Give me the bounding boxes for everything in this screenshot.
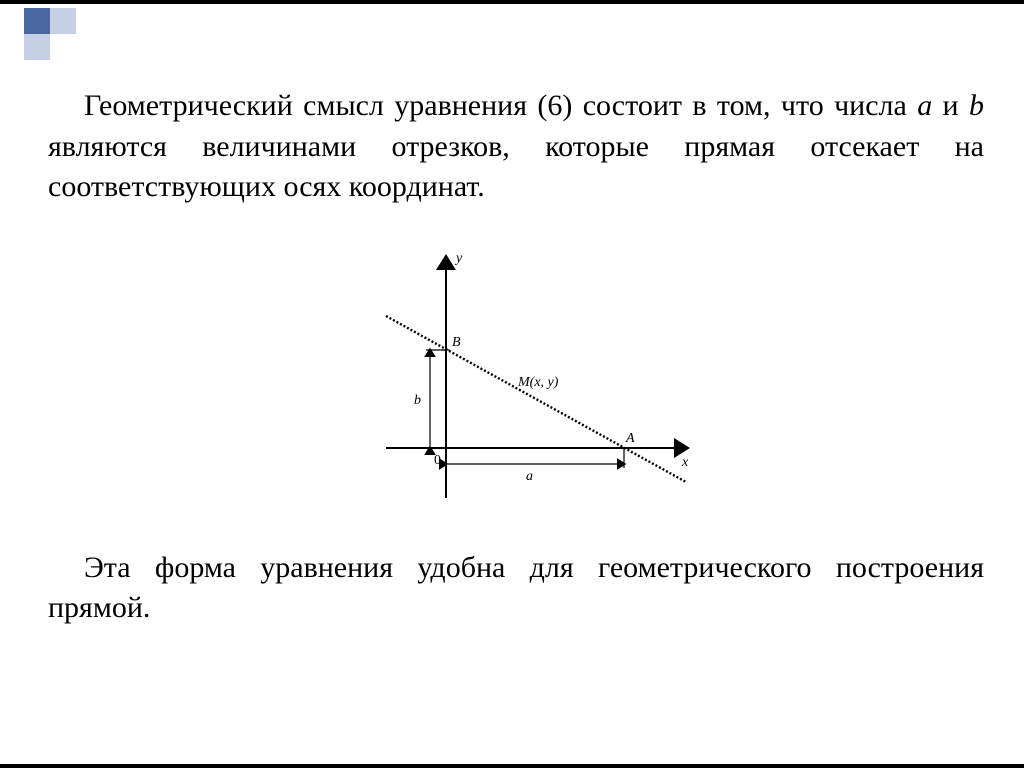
paragraph-1: Геометрический смысл уравнения (6) состо… [48,86,984,208]
label-a: a [526,469,533,484]
label-b: b [414,393,421,408]
top-rule [0,0,1024,4]
intercept-diagram: y x 0 b a B A M(x, y) [326,238,706,518]
label-M: M(x, y) [517,375,559,390]
var-b: b [969,89,984,122]
p2-text: Эта форма уравнения удобна для геометрич… [48,551,984,625]
decor-square-dark [24,8,50,34]
bottom-rule [0,764,1024,768]
label-x: x [681,455,689,470]
p1-part1: Геометрический смысл уравнения (6) состо… [84,89,917,122]
var-a: a [917,89,932,122]
label-B: B [452,335,461,350]
label-A: A [625,431,635,446]
paragraph-2: Эта форма уравнения удобна для геометрич… [48,548,984,629]
corner-decor [24,8,76,60]
decor-square-light-top [50,8,76,34]
slide-content: Геометрический смысл уравнения (6) состо… [48,56,984,659]
line-l [386,316,686,482]
p1-part2: являются величинами отрезков, которые пр… [48,130,984,204]
p1-mid: и [932,89,969,122]
label-origin: 0 [434,453,441,468]
label-y: y [454,251,463,266]
decor-square-light-left [24,34,50,60]
